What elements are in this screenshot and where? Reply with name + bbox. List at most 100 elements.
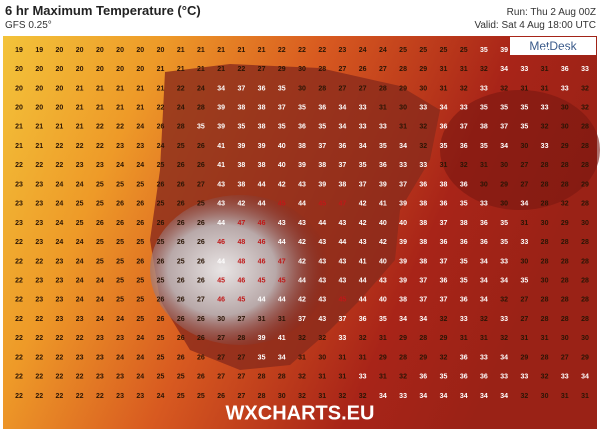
temperature-value: 28 bbox=[561, 297, 569, 304]
temperature-value: 30 bbox=[298, 85, 306, 92]
temperature-value: 34 bbox=[419, 316, 427, 323]
temperature-value: 21 bbox=[177, 47, 185, 54]
temperature-value: 26 bbox=[96, 220, 104, 227]
temperature-value: 34 bbox=[541, 47, 549, 54]
temperature-value: 23 bbox=[76, 162, 84, 169]
temperature-value: 31 bbox=[440, 85, 448, 92]
temperature-value: 24 bbox=[197, 85, 205, 92]
temperature-value: 33 bbox=[480, 85, 488, 92]
temperature-value: 20 bbox=[35, 66, 43, 73]
temperature-value: 21 bbox=[76, 105, 84, 112]
temperature-value: 24 bbox=[96, 316, 104, 323]
temperature-value: 32 bbox=[298, 393, 306, 400]
temperature-value: 26 bbox=[157, 220, 165, 227]
temperature-value: 22 bbox=[35, 393, 43, 400]
temperature-value: 44 bbox=[278, 297, 286, 304]
temperature-value: 22 bbox=[35, 258, 43, 265]
temperature-value: 21 bbox=[116, 85, 124, 92]
temperature-value: 38 bbox=[318, 162, 326, 169]
temperature-value: 24 bbox=[136, 335, 144, 342]
temperature-value: 28 bbox=[581, 124, 589, 131]
temperature-value: 27 bbox=[217, 374, 225, 381]
temperature-value: 38 bbox=[419, 239, 427, 246]
temperature-value: 32 bbox=[520, 393, 528, 400]
temperature-value: 36 bbox=[440, 239, 448, 246]
temperature-value: 36 bbox=[318, 105, 326, 112]
temperature-value: 36 bbox=[480, 220, 488, 227]
temperature-value: 33 bbox=[500, 374, 508, 381]
temperature-value: 20 bbox=[116, 66, 124, 73]
temperature-value: 22 bbox=[15, 374, 23, 381]
temperature-value: 35 bbox=[520, 278, 528, 285]
temperature-value: 27 bbox=[258, 66, 266, 73]
temperature-value: 37 bbox=[419, 278, 427, 285]
temperature-value: 41 bbox=[359, 258, 367, 265]
temperature-value: 22 bbox=[76, 393, 84, 400]
temperature-value: 25 bbox=[96, 239, 104, 246]
temperature-value: 28 bbox=[541, 354, 549, 361]
temperature-value: 37 bbox=[339, 162, 347, 169]
temperature-value: 35 bbox=[500, 239, 508, 246]
temperature-value: 45 bbox=[278, 201, 286, 208]
temperature-value: 24 bbox=[76, 239, 84, 246]
temperature-value: 25 bbox=[116, 297, 124, 304]
temperature-value: 33 bbox=[520, 66, 528, 73]
temperature-value: 24 bbox=[379, 47, 387, 54]
temperature-value: 41 bbox=[278, 335, 286, 342]
temperature-value: 29 bbox=[581, 181, 589, 188]
temperature-value: 26 bbox=[177, 335, 185, 342]
temperature-value: 30 bbox=[500, 162, 508, 169]
temperature-value: 32 bbox=[541, 374, 549, 381]
temperature-value: 21 bbox=[96, 85, 104, 92]
temperature-value: 48 bbox=[237, 258, 245, 265]
temperature-value: 25 bbox=[157, 201, 165, 208]
subtitle: GFS 0.25° bbox=[5, 20, 52, 31]
temperature-value: 31 bbox=[520, 85, 528, 92]
temperature-value: 25 bbox=[419, 47, 427, 54]
temperature-value: 43 bbox=[359, 239, 367, 246]
temperature-value: 36 bbox=[440, 201, 448, 208]
temperature-value: 26 bbox=[359, 66, 367, 73]
temperature-value: 26 bbox=[157, 258, 165, 265]
temperature-value: 43 bbox=[217, 181, 225, 188]
temperature-value: 28 bbox=[541, 239, 549, 246]
temperature-value: 30 bbox=[561, 335, 569, 342]
temperature-value: 23 bbox=[116, 393, 124, 400]
temperature-value: 44 bbox=[359, 297, 367, 304]
temperature-value: 27 bbox=[197, 297, 205, 304]
temperature-value: 26 bbox=[197, 220, 205, 227]
temperature-value: 39 bbox=[500, 47, 508, 54]
temperature-value: 22 bbox=[15, 162, 23, 169]
temperature-value: 36 bbox=[359, 316, 367, 323]
temperature-value: 30 bbox=[520, 143, 528, 150]
temperature-value: 32 bbox=[419, 143, 427, 150]
temperature-value: 23 bbox=[35, 181, 43, 188]
temperature-value: 27 bbox=[379, 66, 387, 73]
temperature-value: 20 bbox=[15, 66, 23, 73]
temperature-value: 44 bbox=[217, 258, 225, 265]
temperature-value: 42 bbox=[298, 258, 306, 265]
temperature-value: 31 bbox=[541, 66, 549, 73]
temperature-value: 33 bbox=[561, 374, 569, 381]
temperature-value: 27 bbox=[339, 85, 347, 92]
temperature-value: 34 bbox=[399, 316, 407, 323]
temperature-value: 23 bbox=[76, 354, 84, 361]
temperature-value: 37 bbox=[440, 220, 448, 227]
temperature-value: 24 bbox=[136, 354, 144, 361]
temperature-value: 29 bbox=[500, 181, 508, 188]
temperature-value: 40 bbox=[379, 297, 387, 304]
temperature-value: 38 bbox=[237, 105, 245, 112]
temperature-value: 25 bbox=[157, 374, 165, 381]
temperature-value: 30 bbox=[541, 278, 549, 285]
temperature-value: 26 bbox=[136, 201, 144, 208]
temperature-value: 43 bbox=[339, 278, 347, 285]
temperature-value: 33 bbox=[419, 105, 427, 112]
temperature-value: 23 bbox=[56, 258, 64, 265]
temperature-value: 36 bbox=[258, 85, 266, 92]
temperature-value: 31 bbox=[339, 374, 347, 381]
temperature-value: 33 bbox=[480, 354, 488, 361]
temperature-value: 32 bbox=[318, 335, 326, 342]
temperature-value: 37 bbox=[399, 181, 407, 188]
temperature-value: 27 bbox=[237, 374, 245, 381]
temperature-value: 28 bbox=[379, 85, 387, 92]
